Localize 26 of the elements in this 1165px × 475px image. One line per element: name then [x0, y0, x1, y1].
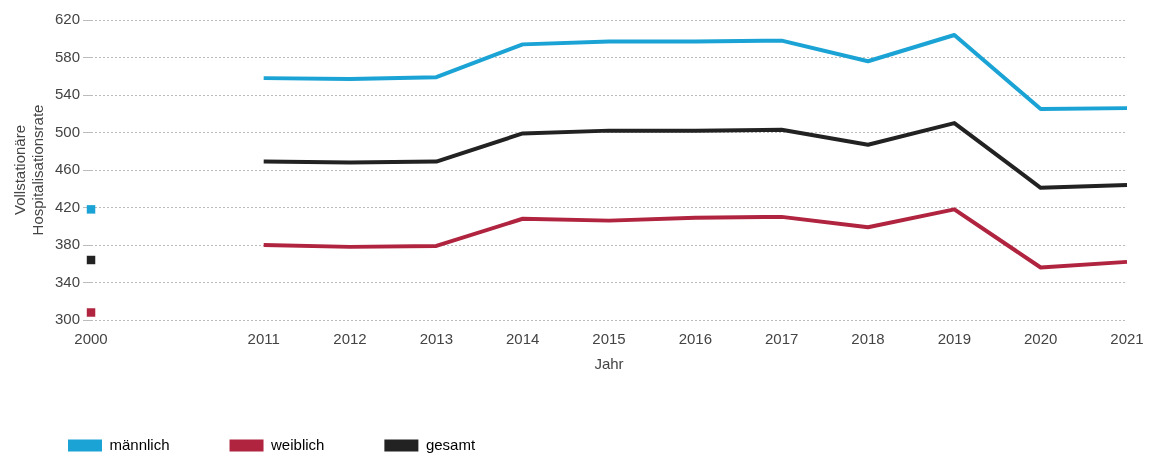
x-tick-label: 2019	[937, 330, 972, 348]
legend-label: gesamt	[425, 435, 476, 453]
x-axis-title: Jahr	[594, 355, 624, 373]
y-tick-label: 540	[55, 85, 81, 103]
x-tick-label: 2018	[851, 330, 885, 348]
y-tick-label: 380	[55, 235, 81, 253]
y-tick-label: 580	[55, 47, 81, 65]
y-tick-label: 500	[55, 122, 81, 140]
y-tick-label: 420	[55, 197, 81, 215]
y-axis-title: Vollstationäre Hospitalisationsrate	[11, 104, 47, 236]
y-tick-label: 300	[55, 310, 81, 328]
x-tick-label: 2021	[1110, 330, 1144, 348]
x-tick-label: 2016	[678, 330, 713, 348]
x-tick-label: 2020	[1023, 330, 1058, 348]
x-tick-label: 2012	[333, 330, 367, 348]
x-tick-label: 2013	[419, 330, 454, 348]
x-tick-label: 2000	[74, 330, 108, 348]
x-tick-label: 2017	[764, 330, 799, 348]
legend-label: weiblich	[270, 435, 325, 453]
y-tick-label: 340	[55, 272, 81, 290]
x-tick-label: 2011	[247, 330, 280, 348]
y-tick-label: 620	[55, 10, 81, 28]
x-tick-label: 2014	[505, 330, 540, 348]
x-tick-label: 2015	[592, 330, 626, 348]
legend-label: männlich	[109, 435, 170, 453]
y-tick-label: 460	[55, 160, 81, 178]
